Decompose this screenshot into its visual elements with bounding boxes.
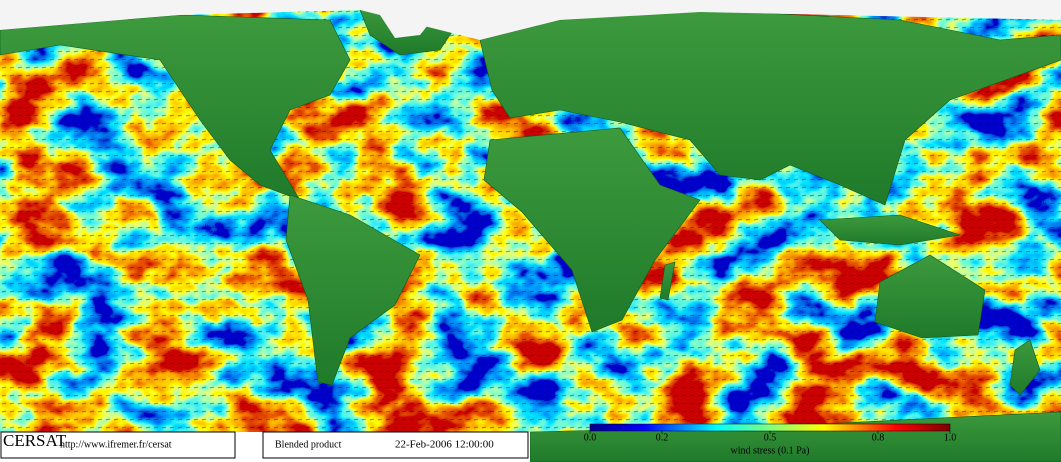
new-zealand	[1009, 339, 1041, 396]
colorbar	[589, 423, 951, 432]
logo: CERSAT	[3, 431, 67, 450]
australia	[874, 254, 986, 339]
colorbar-tick-label: 0.2	[656, 432, 669, 443]
url: http://www.ifremer.fr/cersat	[60, 439, 172, 450]
colorbar-label: wind stress (0.1 Pa)	[731, 445, 810, 456]
ice-north	[0, 0, 1061, 40]
madagascar	[659, 261, 676, 301]
eurasia	[479, 9, 1061, 206]
branding-box	[0, 431, 236, 459]
ice-greenland	[380, 10, 440, 38]
colorbar-tick-label: 0.5	[764, 432, 777, 443]
africa	[483, 127, 701, 333]
product-box	[262, 431, 529, 459]
colorbar-tick-label: 0.8	[872, 432, 885, 443]
product-date: 22-Feb-2006 12:00:00	[395, 439, 494, 451]
indonesia	[819, 214, 961, 246]
product-name: Blended product	[275, 439, 342, 450]
colorbar-tick-label: 0.0	[584, 432, 597, 443]
ice	[0, 0, 1061, 40]
colorbar-tick-label: 1.0	[944, 432, 957, 443]
south-america	[285, 194, 421, 386]
north-america	[0, 14, 351, 201]
